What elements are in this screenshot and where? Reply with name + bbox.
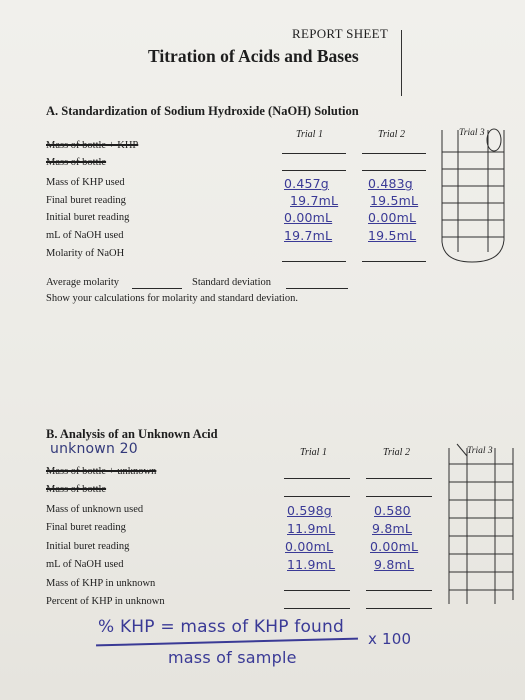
blank-line xyxy=(284,496,350,497)
average-molarity-label: Average molarity xyxy=(46,277,119,288)
section-b-trial-3-header: Trial 3 xyxy=(467,446,493,456)
handwritten-value: 0.00mL xyxy=(285,539,334,554)
formula-numerator: % KHP = mass of KHP found xyxy=(98,617,344,637)
section-a-trial-2-header: Trial 2 xyxy=(378,129,405,140)
row-label-ml-naoh-used: mL of NaOH used xyxy=(46,230,124,241)
handwritten-value: 11.9mL xyxy=(287,521,336,536)
handwritten-value: 0.457g xyxy=(284,176,329,191)
row-label-initial-buret: Initial buret reading xyxy=(46,212,130,223)
blank-line xyxy=(362,261,426,262)
handwritten-value: 19.5mL xyxy=(368,228,417,243)
unknown-number-note: unknown 20 xyxy=(50,441,138,457)
blank-line xyxy=(366,496,432,497)
blank-line xyxy=(282,261,346,262)
blank-line xyxy=(366,590,432,591)
blank-line xyxy=(282,153,346,154)
handwritten-value: 9.8mL xyxy=(372,521,413,536)
row-label-mass-khp-unknown: Mass of KHP in unknown xyxy=(46,578,156,589)
blank-line xyxy=(366,608,432,609)
row-label-mass-bottle-khp: Mass of bottle + KHP xyxy=(46,140,139,151)
section-b-title: B. Analysis of an Unknown Acid xyxy=(46,427,218,441)
trial-3-drawn-grid xyxy=(441,128,505,263)
blank-line xyxy=(284,590,350,591)
handwritten-value: 0.483g xyxy=(368,176,413,191)
row-label-final-buret: Final buret reading xyxy=(46,522,126,533)
section-b-trial-1-header: Trial 1 xyxy=(300,447,327,458)
blank-line xyxy=(284,608,350,609)
section-b-trial-2-header: Trial 2 xyxy=(383,447,410,458)
row-label-final-buret: Final buret reading xyxy=(46,195,126,206)
row-label-mass-bottle: Mass of bottle xyxy=(46,157,107,168)
handwritten-value: 9.8mL xyxy=(374,557,415,572)
header-divider xyxy=(401,30,402,96)
handwritten-value: 19.7mL xyxy=(284,228,333,243)
row-label-initial-buret: Initial buret reading xyxy=(46,541,130,552)
average-molarity-blank xyxy=(132,288,182,289)
handwritten-value: 0.00mL xyxy=(370,539,419,554)
handwritten-value: 19.5mL xyxy=(370,193,419,208)
blank-line xyxy=(284,478,350,479)
formula-multiplier: x 100 xyxy=(368,630,412,648)
row-label-ml-naoh-used: mL of NaOH used xyxy=(46,559,124,570)
section-a-trial-1-header: Trial 1 xyxy=(296,129,323,140)
handwritten-value: 19.7mL xyxy=(290,193,339,208)
section-a-title: A. Standardization of Sodium Hydroxide (… xyxy=(46,104,359,118)
row-label-molarity-naoh: Molarity of NaOH xyxy=(46,248,125,259)
handwritten-value: 0.00mL xyxy=(368,210,417,225)
report-sheet-label: REPORT SHEET xyxy=(292,26,389,41)
calculation-instruction: Show your calculations for molarity and … xyxy=(46,293,298,304)
row-label-mass-unknown-used: Mass of unknown used xyxy=(46,504,144,515)
handwritten-value: 11.9mL xyxy=(287,557,336,572)
blank-line xyxy=(366,478,432,479)
formula-denominator: mass of sample xyxy=(168,648,297,667)
blank-line xyxy=(362,170,426,171)
handwritten-value: 0.580 xyxy=(374,503,411,518)
row-label-mass-bottle-unknown: Mass of bottle + unknown xyxy=(46,466,157,477)
standard-deviation-blank xyxy=(286,288,348,289)
formula-fraction-bar xyxy=(96,637,358,647)
row-label-mass-bottle: Mass of bottle xyxy=(46,484,107,495)
row-label-mass-khp-used: Mass of KHP used xyxy=(46,177,125,188)
trial-3-drawn-grid xyxy=(448,443,514,604)
section-a-trial-3-header: Trial 3 xyxy=(459,128,485,138)
blank-line xyxy=(362,153,426,154)
handwritten-value: 0.598g xyxy=(287,503,332,518)
page-title: Titration of Acids and Bases xyxy=(148,46,359,66)
row-label-percent-khp: Percent of KHP in unknown xyxy=(46,596,165,607)
blank-line xyxy=(282,170,346,171)
standard-deviation-label: Standard deviation xyxy=(192,277,272,288)
handwritten-value: 0.00mL xyxy=(284,210,333,225)
